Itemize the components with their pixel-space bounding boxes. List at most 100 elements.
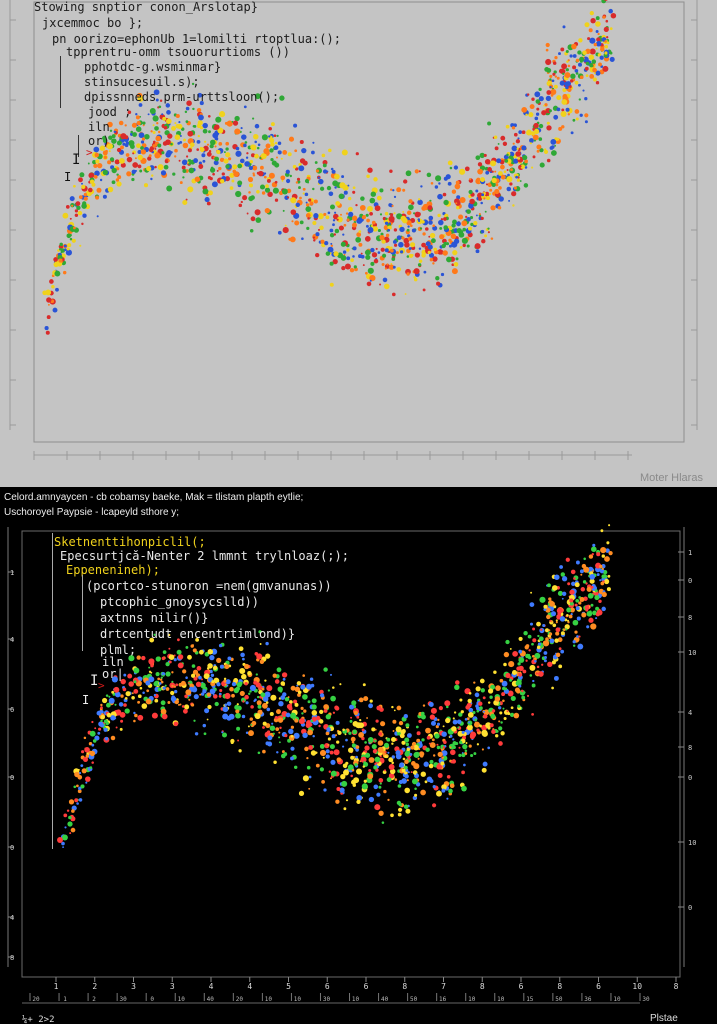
scatter-point (374, 205, 381, 212)
scatter-point (543, 149, 549, 154)
scatter-point (352, 246, 357, 251)
scatter-point (293, 699, 298, 704)
scatter-point (491, 709, 496, 713)
scatter-point (224, 683, 227, 686)
scatter-point (443, 176, 448, 181)
scatter-point (401, 768, 406, 773)
scatter-point (81, 182, 83, 185)
scatter-point (321, 780, 325, 784)
scatter-point (417, 218, 421, 221)
scatter-point (244, 663, 250, 670)
scatter-point (532, 679, 535, 683)
scatter-point (210, 139, 216, 146)
scatter-point (447, 181, 452, 186)
scatter-point (446, 797, 449, 800)
scatter-point (247, 176, 254, 183)
tick-label: 1 (688, 549, 692, 557)
scatter-point (265, 641, 269, 646)
scatter-point (560, 110, 567, 118)
scatter-point (489, 188, 493, 192)
scatter-point (239, 690, 245, 696)
scatter-point (177, 662, 184, 669)
scatter-point (506, 186, 512, 192)
scatter-point (532, 627, 536, 631)
tick-label: 8 (557, 982, 562, 991)
scatter-point (173, 721, 179, 727)
scatter-point (138, 132, 145, 139)
scatter-point (206, 718, 209, 721)
scatter-point (529, 674, 533, 677)
scatter-point (384, 283, 390, 290)
scatter-point (125, 153, 130, 157)
scatter-point (487, 701, 491, 704)
scatter-point (154, 698, 159, 703)
scatter-point (284, 734, 288, 738)
scatter-point (482, 714, 488, 719)
scatter-point (323, 788, 327, 792)
scatter-point (309, 201, 314, 206)
scatter-point (366, 717, 369, 719)
scatter-point (301, 237, 304, 241)
scatter-point (405, 723, 410, 728)
scatter-point (120, 133, 127, 140)
scatter-point (601, 574, 606, 579)
scatter-point (196, 148, 200, 151)
scatter-point (145, 680, 151, 686)
scatter-point (290, 685, 296, 691)
scatter-point (566, 619, 570, 622)
scatter-point (408, 204, 414, 211)
scatter-point (398, 241, 404, 248)
scatter-point (531, 654, 535, 658)
scatter-point (590, 585, 594, 589)
scatter-point (130, 130, 133, 134)
code-text: stinsucesuil.s); (84, 75, 200, 89)
scatter-point (82, 201, 87, 206)
scatter-point (513, 186, 517, 190)
scatter-point (276, 134, 279, 138)
scatter-point (441, 784, 447, 790)
scatter-point (406, 220, 412, 226)
scatter-point (255, 217, 262, 223)
scatter-point (445, 717, 451, 724)
scatter-point (360, 252, 363, 255)
scatter-point (568, 614, 573, 619)
scatter-point (358, 230, 362, 233)
scatter-point (416, 738, 421, 743)
scatter-point (599, 579, 602, 582)
scatter-point (185, 689, 192, 696)
scatter-point (342, 250, 347, 254)
scatter-point (302, 674, 306, 677)
scatter-point (96, 215, 99, 218)
scatter-point (132, 152, 135, 155)
scatter-point (392, 265, 396, 269)
scatter-point (171, 125, 176, 131)
scatter-point (606, 41, 610, 45)
scatter-point (294, 686, 301, 692)
scatter-point (509, 182, 513, 186)
scatter-point (140, 146, 144, 150)
scatter-point (273, 134, 277, 137)
scatter-point (452, 719, 458, 725)
scatter-point (406, 779, 409, 782)
scatter-point (557, 590, 563, 596)
scatter-point (460, 710, 464, 714)
scatter-point (511, 669, 518, 676)
tick-label: 10 (613, 996, 621, 1003)
scatter-point (355, 723, 360, 728)
scatter-point (440, 272, 445, 277)
bottom-code-line-1: Sketnenttihonpiclil(; (54, 535, 206, 549)
scatter-point (305, 206, 312, 212)
scatter-point (534, 91, 541, 98)
scatter-point (157, 164, 164, 171)
scatter-point (93, 175, 98, 179)
scatter-point (123, 673, 127, 677)
scatter-point (520, 653, 523, 656)
scatter-point (588, 54, 595, 60)
scatter-point (198, 161, 202, 165)
scatter-point (73, 184, 76, 188)
scatter-point (202, 723, 207, 728)
scatter-point (442, 746, 446, 749)
scatter-point (502, 699, 505, 703)
scatter-point (373, 177, 378, 182)
scatter-point (62, 270, 67, 275)
